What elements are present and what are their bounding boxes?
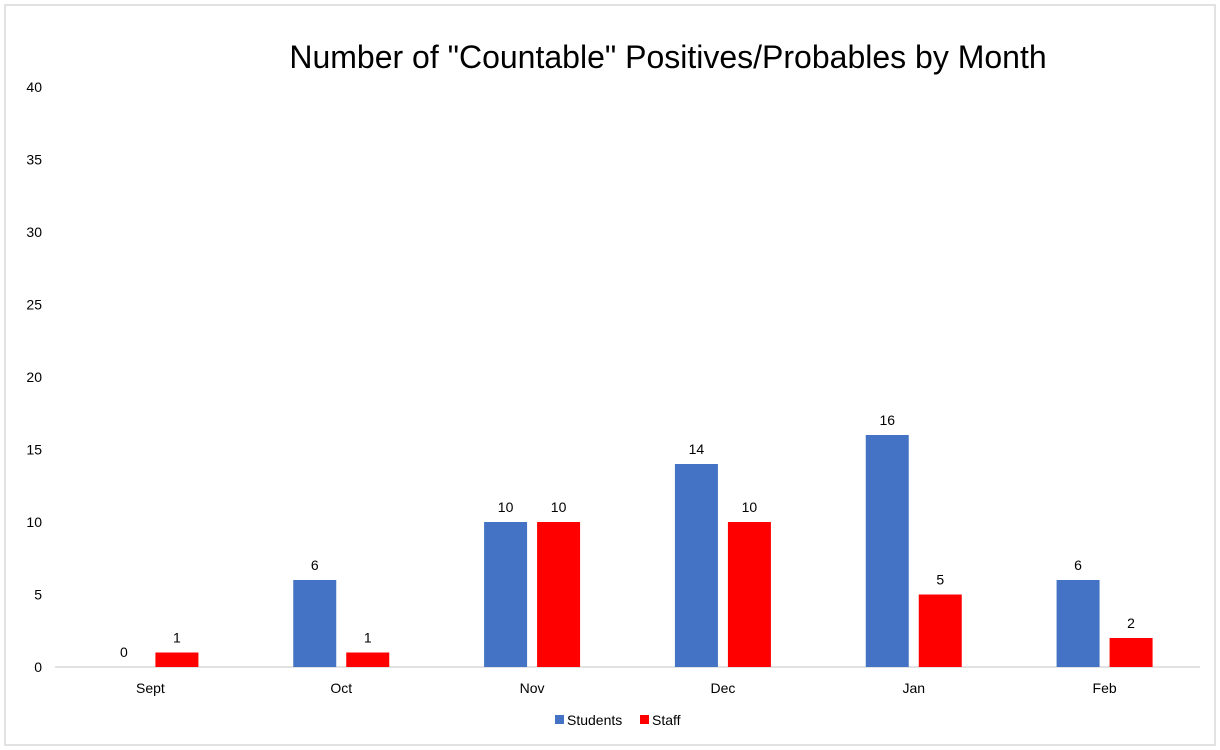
x-tick-label: Jan [902, 680, 925, 696]
x-tick-label: Dec [710, 680, 735, 696]
bar-students [865, 435, 909, 667]
y-tick-label: 30 [26, 224, 42, 240]
data-label: 1 [364, 630, 372, 646]
legend-label-students: Students [567, 712, 622, 728]
data-label: 1 [173, 630, 181, 646]
data-label: 5 [936, 572, 944, 588]
x-axis: Sept Oct Nov Dec Jan Feb [55, 666, 1200, 696]
data-label: 14 [689, 441, 705, 457]
x-tick-label: Oct [330, 680, 352, 696]
y-tick-label: 35 [26, 152, 42, 168]
x-tick-label: Nov [520, 680, 545, 696]
legend-label-staff: Staff [652, 712, 681, 728]
bar-students [484, 522, 528, 667]
bar-staff [1109, 638, 1153, 667]
data-label: 10 [742, 499, 758, 515]
x-tick-label: Feb [1093, 680, 1117, 696]
bar-staff [155, 652, 199, 667]
legend-swatch-staff [640, 715, 649, 724]
bar-students [293, 580, 337, 667]
y-tick-label: 5 [34, 587, 42, 603]
legend-swatch-students [555, 715, 564, 724]
data-label: 16 [879, 412, 895, 428]
x-tick-label: Sept [136, 680, 165, 696]
bar-staff [537, 522, 581, 667]
bar-staff [346, 652, 390, 667]
bar-staff [727, 522, 771, 667]
data-label: 0 [120, 644, 128, 660]
y-tick-label: 0 [34, 659, 42, 675]
bar-staff [918, 594, 962, 667]
data-label: 10 [498, 499, 514, 515]
data-label: 6 [1074, 557, 1082, 573]
y-tick-label: 25 [26, 297, 42, 313]
chart-border [4, 4, 1216, 746]
chart-title: Number of "Countable" Positives/Probable… [289, 39, 1046, 75]
data-label: 10 [551, 499, 567, 515]
y-tick-label: 20 [26, 369, 42, 385]
y-axis: 0 5 10 15 20 25 30 35 40 [26, 79, 42, 675]
bar-students [674, 464, 718, 667]
bar-students [1056, 580, 1100, 667]
bar-series-group [155, 435, 1153, 667]
y-tick-label: 40 [26, 79, 42, 95]
legend: Students Staff [555, 712, 681, 728]
y-tick-label: 15 [26, 442, 42, 458]
y-tick-label: 10 [26, 514, 42, 530]
data-label: 2 [1127, 615, 1135, 631]
data-label: 6 [311, 557, 319, 573]
